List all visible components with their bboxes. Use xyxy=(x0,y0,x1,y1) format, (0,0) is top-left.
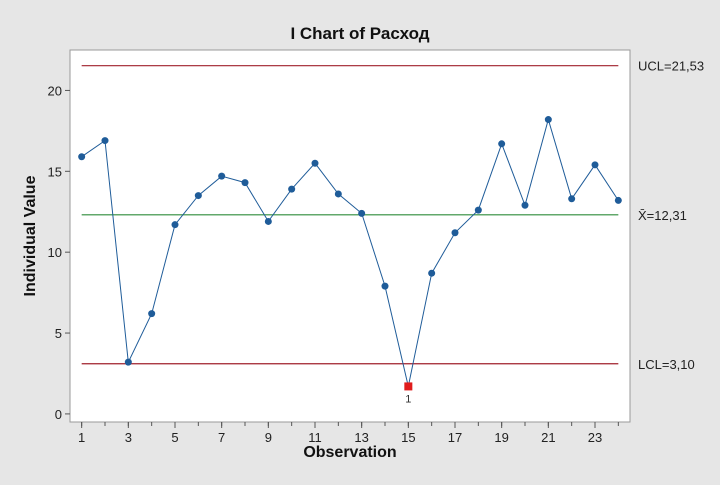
data-point xyxy=(148,310,156,318)
data-point xyxy=(311,159,319,167)
y-axis-label: Individual Value xyxy=(22,175,39,296)
data-point xyxy=(218,172,226,180)
data-point xyxy=(264,217,272,225)
data-point xyxy=(194,192,202,200)
x-tick-label: 13 xyxy=(354,430,368,445)
data-point xyxy=(171,221,179,229)
x-tick-label: 5 xyxy=(171,430,178,445)
data-point xyxy=(568,195,576,203)
x-axis-label: Observation xyxy=(303,444,396,461)
lcl-label: LCL=3,10 xyxy=(638,357,695,372)
data-point xyxy=(521,201,529,209)
y-tick-label: 5 xyxy=(55,326,62,341)
y-tick-label: 0 xyxy=(55,407,62,422)
data-point xyxy=(381,282,389,290)
data-point xyxy=(334,190,342,198)
x-tick-label: 9 xyxy=(265,430,272,445)
y-tick-label: 15 xyxy=(48,164,62,179)
x-tick-label: 23 xyxy=(588,430,602,445)
x-tick-label: 3 xyxy=(125,430,132,445)
out-of-control-point xyxy=(404,382,413,391)
ucl-label: UCL=21,53 xyxy=(638,59,704,74)
data-point xyxy=(288,185,296,193)
data-point xyxy=(101,137,109,145)
data-point xyxy=(428,269,436,277)
plot-area xyxy=(69,49,631,423)
data-point xyxy=(451,229,459,237)
x-tick-label: 19 xyxy=(494,430,508,445)
x-axis: 1 3 5 7 9 11 13 15 17 19 21 23 xyxy=(78,422,619,445)
x-tick-label: 1 xyxy=(78,430,85,445)
data-point xyxy=(78,153,86,161)
data-point xyxy=(591,161,599,169)
data-point xyxy=(498,140,506,148)
out-of-control-flag: 1 xyxy=(405,393,411,405)
control-limits: UCL=21,53 X̄=12,31 LCL=3,10 xyxy=(81,59,704,372)
data-series: 1 xyxy=(78,116,622,405)
chart-title: I Chart of Расход xyxy=(290,24,429,43)
y-tick-label: 10 xyxy=(48,245,62,260)
data-point xyxy=(544,116,552,124)
x-tick-label: 15 xyxy=(401,430,415,445)
series-line xyxy=(81,117,619,387)
data-point xyxy=(358,209,366,217)
center-label: X̄=12,31 xyxy=(638,208,687,223)
x-tick-label: 21 xyxy=(541,430,555,445)
x-tick-label: 7 xyxy=(218,430,225,445)
data-point xyxy=(241,179,249,187)
data-point xyxy=(124,358,132,366)
y-axis: 0 5 10 15 20 xyxy=(48,83,70,422)
x-tick-label: 17 xyxy=(448,430,462,445)
data-point xyxy=(474,206,482,214)
data-point xyxy=(614,196,622,204)
y-tick-label: 20 xyxy=(48,83,62,98)
x-tick-label: 11 xyxy=(308,430,322,445)
